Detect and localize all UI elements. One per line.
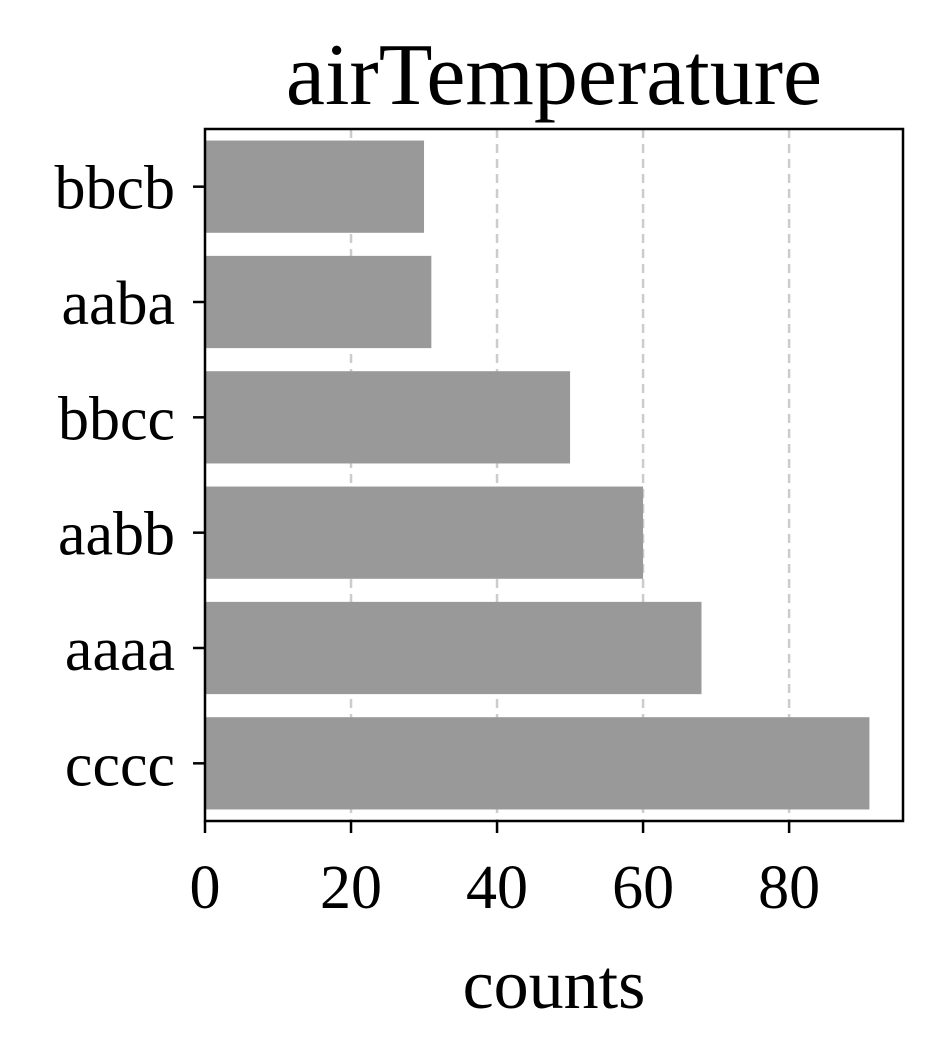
bar-aabb <box>205 486 644 579</box>
x-tick-label: 80 <box>758 854 820 922</box>
x-tick-label: 40 <box>466 854 528 922</box>
x-tick-label: 20 <box>320 854 382 922</box>
bar-aaba <box>205 255 432 349</box>
x-tick-label: 0 <box>190 854 221 922</box>
bar-bbcb <box>205 140 425 233</box>
axis-ticks: 0 20 40 60 80 bbcb aaba bbcc aabb aaaa cccc <box>54 155 820 922</box>
y-tick-label: aaba <box>61 270 175 338</box>
bars <box>205 140 870 810</box>
chart-title: airTemperature <box>286 27 822 124</box>
bar-cccc <box>205 717 870 810</box>
y-tick-label: aabb <box>58 501 175 569</box>
x-tick-label: 60 <box>612 854 674 922</box>
y-tick-label: bbcb <box>54 155 175 223</box>
y-tick-label: bbcc <box>58 385 175 453</box>
bar-bbcc <box>205 371 571 464</box>
plot-frame <box>203 127 905 823</box>
bar-aaaa <box>205 601 702 695</box>
y-tick-label: cccc <box>65 731 175 799</box>
grid-lines <box>349 129 791 821</box>
y-tick-label: aaaa <box>65 616 175 684</box>
x-axis-label: counts <box>463 947 646 1024</box>
